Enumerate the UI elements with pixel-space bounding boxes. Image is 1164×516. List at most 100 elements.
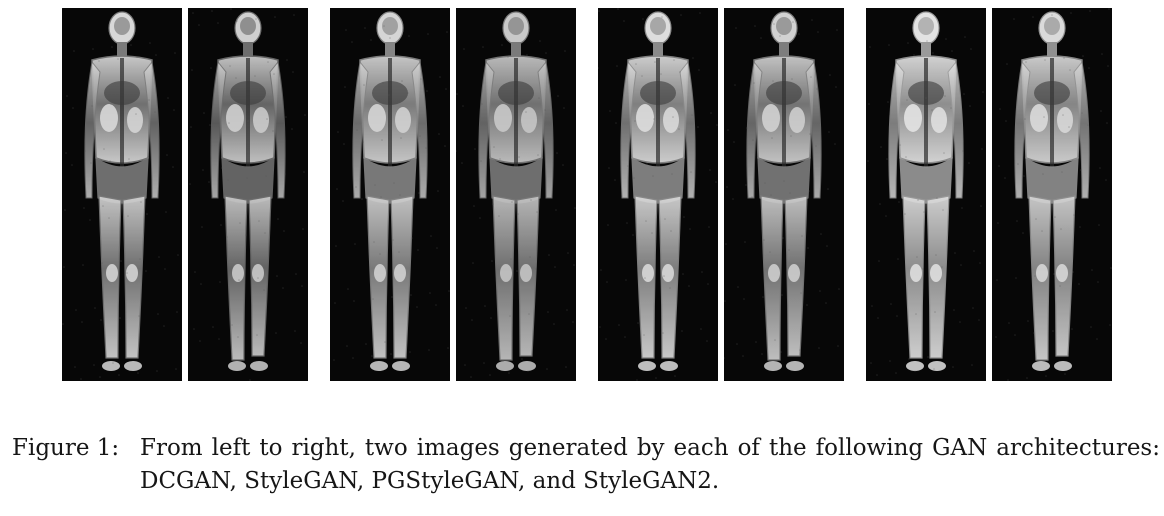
noise-dot — [1105, 179, 1107, 181]
noise-dot — [164, 268, 166, 270]
chest-shape — [908, 81, 944, 105]
noise-dot — [646, 163, 648, 165]
noise-dot — [1107, 65, 1109, 67]
right-knee-shape — [394, 264, 406, 282]
noise-dot — [772, 80, 774, 82]
noise-dot — [680, 14, 682, 16]
noise-dot — [634, 120, 636, 122]
right-arm-shape — [537, 60, 554, 199]
noise-dot — [736, 343, 738, 345]
noise-dot — [678, 128, 680, 130]
noise-dot — [117, 58, 119, 60]
noise-dot — [277, 218, 279, 220]
noise-dot — [347, 288, 349, 290]
noise-dot — [908, 358, 910, 360]
noise-dot — [742, 355, 744, 357]
noise-dot — [254, 75, 256, 77]
noise-dot — [438, 133, 440, 135]
noise-dot — [922, 268, 924, 270]
noise-dot — [870, 362, 872, 364]
noise-dot — [651, 232, 653, 234]
noise-dot — [208, 181, 210, 183]
noise-dot — [65, 152, 67, 154]
brain-shape — [776, 17, 792, 35]
organ-right-shape — [395, 107, 411, 133]
organ-left-shape — [904, 104, 922, 132]
noise-dot — [72, 107, 74, 109]
noise-dot — [92, 48, 94, 50]
noise-dot — [398, 251, 400, 253]
noise-dot — [140, 201, 142, 203]
pgstylegan-sample-2-image — [724, 8, 844, 381]
organ-right-shape — [789, 107, 805, 133]
noise-dot — [1033, 332, 1035, 334]
noise-dot — [574, 207, 576, 209]
noise-dot — [1032, 16, 1034, 18]
noise-dot — [789, 192, 791, 194]
noise-dot — [89, 219, 91, 221]
noise-dot — [354, 243, 356, 245]
right-arm-shape — [805, 60, 822, 199]
noise-dot — [744, 241, 746, 243]
noise-dot — [430, 235, 432, 237]
neck-shape — [1047, 42, 1057, 56]
noise-dot — [969, 105, 971, 107]
noise-dot — [238, 279, 240, 281]
noise-dot — [923, 211, 925, 213]
noise-dot — [255, 18, 257, 20]
noise-dot — [263, 289, 265, 291]
noise-dot — [724, 357, 725, 359]
noise-dot — [545, 52, 547, 54]
left-arm-shape — [620, 60, 637, 199]
noise-dot — [111, 46, 113, 48]
noise-dot — [139, 258, 141, 260]
noise-dot — [286, 59, 288, 61]
left-arm-shape — [84, 60, 101, 199]
noise-dot — [498, 215, 500, 217]
noise-dot — [273, 73, 275, 75]
body-scan-svg — [62, 8, 182, 381]
left-knee-shape — [106, 264, 118, 282]
noise-dot — [944, 95, 946, 97]
noise-dot — [1063, 57, 1065, 59]
noise-dot — [868, 103, 870, 105]
noise-dot — [355, 186, 357, 188]
noise-dot — [1050, 71, 1052, 73]
noise-dot — [356, 129, 358, 131]
noise-dot — [283, 230, 285, 232]
noise-dot — [110, 103, 112, 105]
noise-dot — [201, 226, 203, 228]
body-scan-svg — [456, 8, 576, 381]
noise-dot — [896, 315, 898, 317]
right-knee-shape — [252, 264, 264, 282]
noise-dot — [257, 277, 259, 279]
noise-dot — [616, 65, 618, 67]
noise-dot — [642, 18, 644, 20]
neck-shape — [243, 42, 253, 56]
noise-dot — [465, 307, 467, 309]
noise-dot — [935, 254, 937, 256]
noise-dot — [198, 24, 200, 26]
noise-dot — [479, 217, 481, 219]
noise-dot — [879, 203, 881, 205]
brain-shape — [918, 17, 934, 35]
noise-dot — [769, 251, 771, 253]
noise-dot — [1071, 328, 1073, 330]
noise-dot — [145, 270, 147, 272]
noise-dot — [644, 277, 646, 279]
noise-dot — [74, 366, 76, 368]
noise-dot — [461, 162, 463, 164]
noise-dot — [963, 93, 965, 95]
noise-dot — [129, 101, 131, 103]
noise-dot — [1008, 322, 1010, 324]
chest-shape — [104, 81, 140, 105]
noise-dot — [788, 249, 790, 251]
noise-dot — [373, 241, 375, 243]
noise-dot — [249, 379, 251, 381]
noise-dot — [811, 19, 813, 21]
chest-shape — [498, 81, 534, 105]
dcgan-sample-1-image — [62, 8, 182, 381]
noise-dot — [374, 184, 376, 186]
noise-dot — [474, 148, 476, 150]
noise-dot — [781, 294, 783, 296]
